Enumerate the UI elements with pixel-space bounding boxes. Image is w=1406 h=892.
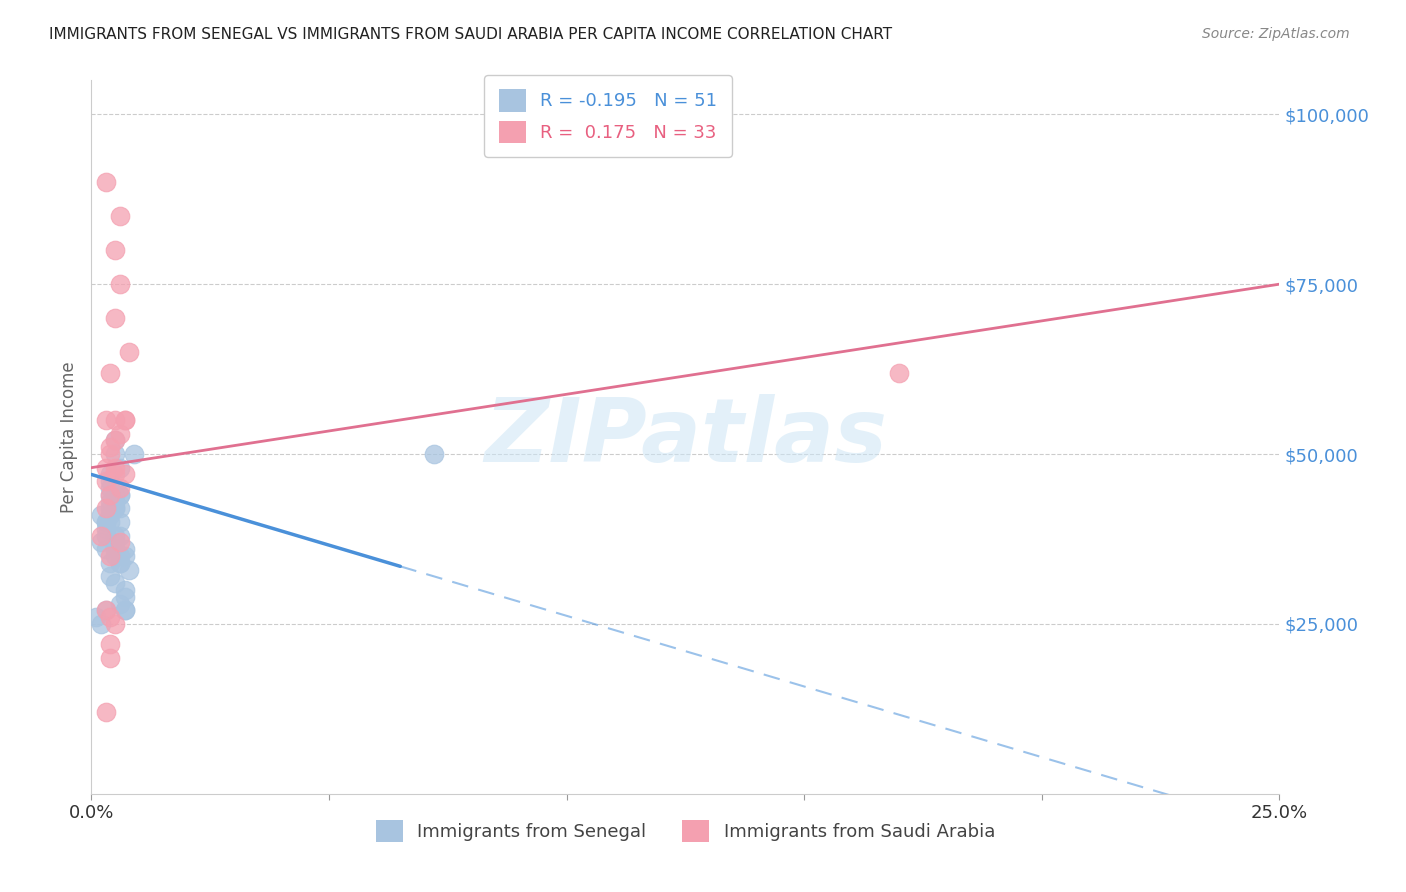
Point (108, 535, 131, 549)
Point (104, 501, 127, 516)
Point (108, 556, 131, 570)
Point (94, 515, 117, 529)
Point (100, 549, 122, 563)
Point (100, 447, 122, 461)
Point (104, 460, 127, 475)
Point (108, 549, 131, 563)
Point (104, 311, 127, 326)
Point (108, 209, 131, 223)
Text: Source: ZipAtlas.com: Source: ZipAtlas.com (1202, 27, 1350, 41)
Point (114, 603, 136, 617)
Point (94, 413, 117, 427)
Point (100, 494, 122, 508)
Point (104, 535, 127, 549)
Point (108, 515, 131, 529)
Point (104, 576, 127, 591)
Point (100, 488, 122, 502)
Point (108, 426, 131, 441)
Point (100, 556, 122, 570)
Point (104, 542, 127, 557)
Point (104, 528, 127, 542)
Point (114, 542, 136, 557)
Point (94, 475, 117, 489)
Point (118, 563, 141, 577)
Point (94, 460, 117, 475)
Point (100, 488, 122, 502)
Point (104, 617, 127, 632)
Point (108, 597, 131, 611)
Point (108, 277, 131, 292)
Point (90, 617, 112, 632)
Point (104, 494, 127, 508)
Point (100, 637, 122, 651)
Point (104, 434, 127, 448)
Point (114, 590, 136, 604)
Point (100, 475, 122, 489)
Point (122, 447, 145, 461)
Point (108, 481, 131, 495)
Point (104, 434, 127, 448)
Y-axis label: Per Capita Income: Per Capita Income (59, 361, 77, 513)
Point (100, 481, 122, 495)
Point (84, 610, 107, 624)
Point (94, 603, 117, 617)
Point (889, 366, 911, 380)
Point (100, 651, 122, 665)
Point (90, 535, 112, 549)
Point (114, 413, 136, 427)
Point (90, 528, 112, 542)
Point (108, 501, 131, 516)
Point (94, 603, 117, 617)
Point (100, 366, 122, 380)
Point (104, 243, 127, 257)
Text: IMMIGRANTS FROM SENEGAL VS IMMIGRANTS FROM SAUDI ARABIA PER CAPITA INCOME CORREL: IMMIGRANTS FROM SENEGAL VS IMMIGRANTS FR… (49, 27, 893, 42)
Point (94, 542, 117, 557)
Point (104, 542, 127, 557)
Point (94, 528, 117, 542)
Point (422, 447, 444, 461)
Point (100, 515, 122, 529)
Point (94, 522, 117, 536)
Point (108, 528, 131, 542)
Point (108, 556, 131, 570)
Point (94, 175, 117, 189)
Point (114, 582, 136, 597)
Point (114, 467, 136, 482)
Point (104, 467, 127, 482)
Point (108, 488, 131, 502)
Point (118, 345, 141, 359)
Point (100, 508, 122, 523)
Point (114, 603, 136, 617)
Point (104, 549, 127, 563)
Point (108, 488, 131, 502)
Point (100, 610, 122, 624)
Point (108, 460, 131, 475)
Legend: Immigrants from Senegal, Immigrants from Saudi Arabia: Immigrants from Senegal, Immigrants from… (368, 813, 1002, 849)
Point (100, 467, 122, 482)
Point (100, 440, 122, 454)
Point (104, 447, 127, 461)
Point (100, 501, 122, 516)
Point (104, 413, 127, 427)
Point (90, 508, 112, 523)
Text: ZIPatlas: ZIPatlas (484, 393, 887, 481)
Point (100, 569, 122, 583)
Point (94, 706, 117, 720)
Point (114, 413, 136, 427)
Point (94, 501, 117, 516)
Point (104, 488, 127, 502)
Point (104, 501, 127, 516)
Point (94, 515, 117, 529)
Point (114, 549, 136, 563)
